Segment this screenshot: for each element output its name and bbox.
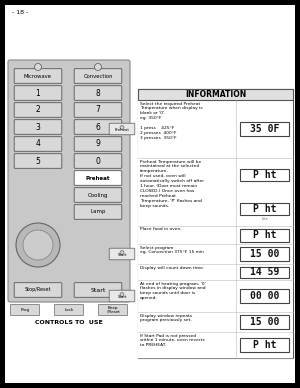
FancyBboxPatch shape <box>74 205 122 219</box>
Bar <box>240 203 289 215</box>
FancyBboxPatch shape <box>109 248 135 260</box>
Text: 6: 6 <box>96 123 100 132</box>
Bar <box>240 315 289 329</box>
FancyBboxPatch shape <box>74 188 122 202</box>
Bar <box>138 312 293 332</box>
Text: 4: 4 <box>36 140 40 149</box>
Text: Display will count down time.: Display will count down time. <box>140 265 204 270</box>
Text: At end of heating program, '0'
flashes in display window and
beep sounds until d: At end of heating program, '0' flashes i… <box>140 282 206 300</box>
Text: Beep
/Reset: Beep /Reset <box>106 306 119 314</box>
Text: 2: 2 <box>36 106 40 114</box>
Bar <box>240 289 289 303</box>
Text: 15 00: 15 00 <box>250 317 279 327</box>
Bar <box>138 332 293 358</box>
FancyBboxPatch shape <box>11 305 40 315</box>
Text: 9: 9 <box>96 140 100 149</box>
Bar <box>138 100 293 158</box>
Text: INFORMATION: INFORMATION <box>185 90 246 99</box>
Text: - 18 -: - 18 - <box>12 10 28 15</box>
Text: Cooling: Cooling <box>88 192 108 197</box>
Text: Display window repeats
program previously set.: Display window repeats program previousl… <box>140 314 192 322</box>
Bar <box>138 244 293 264</box>
Text: Start: Start <box>90 288 106 293</box>
FancyBboxPatch shape <box>74 120 122 134</box>
FancyBboxPatch shape <box>109 123 135 135</box>
FancyBboxPatch shape <box>14 154 62 168</box>
Text: P ht: P ht <box>253 170 276 180</box>
Text: P ht: P ht <box>253 340 276 350</box>
Bar <box>240 169 289 181</box>
Bar <box>138 89 293 358</box>
FancyBboxPatch shape <box>74 103 122 117</box>
Circle shape <box>94 64 101 71</box>
Bar <box>138 226 293 244</box>
FancyBboxPatch shape <box>74 171 122 185</box>
Circle shape <box>120 293 124 296</box>
Text: Preheat: Preheat <box>115 128 129 132</box>
Text: 15 00: 15 00 <box>250 249 279 259</box>
FancyBboxPatch shape <box>14 120 62 134</box>
Bar <box>138 89 293 100</box>
FancyBboxPatch shape <box>74 86 122 100</box>
Text: Prog: Prog <box>20 308 30 312</box>
Circle shape <box>120 251 124 255</box>
Text: 00 00: 00 00 <box>250 291 279 301</box>
Bar <box>240 338 289 352</box>
Text: Lock: Lock <box>64 308 74 312</box>
FancyBboxPatch shape <box>74 154 122 168</box>
Text: 5: 5 <box>36 156 40 166</box>
FancyBboxPatch shape <box>55 305 83 315</box>
Text: Preheat Temperature will be
maintained at the selected
temperature.
If not used,: Preheat Temperature will be maintained a… <box>140 159 204 208</box>
Circle shape <box>16 223 60 267</box>
Text: Lite: Lite <box>261 217 268 220</box>
Text: 1: 1 <box>36 88 40 97</box>
FancyBboxPatch shape <box>14 103 62 117</box>
Circle shape <box>34 64 41 71</box>
FancyBboxPatch shape <box>14 283 62 297</box>
Text: If Start Pad is not pressed
within 1 minute, oven reverts
to PREHEAT.: If Start Pad is not pressed within 1 min… <box>140 334 205 347</box>
Text: Microwave: Microwave <box>24 73 52 78</box>
Text: Preheat: Preheat <box>86 175 110 180</box>
Text: 8: 8 <box>96 88 100 97</box>
Text: CONTROLS TO  USE: CONTROLS TO USE <box>35 319 103 324</box>
Text: Select the required Preheat
Temperature when display is
blank or '0'.
eg. 350°F
: Select the required Preheat Temperature … <box>140 102 202 140</box>
Text: Select program
eg. Convection 375°F 15 min: Select program eg. Convection 375°F 15 m… <box>140 246 204 255</box>
Bar <box>240 267 289 277</box>
Text: 14 59: 14 59 <box>250 267 279 277</box>
Bar <box>138 280 293 312</box>
Bar <box>138 264 293 280</box>
FancyBboxPatch shape <box>14 137 62 151</box>
Circle shape <box>23 230 53 260</box>
Text: Start: Start <box>117 295 127 299</box>
Text: Lamp: Lamp <box>90 210 106 215</box>
Text: 7: 7 <box>96 106 100 114</box>
Bar <box>240 229 289 241</box>
Text: P ht: P ht <box>253 204 276 214</box>
Text: 0: 0 <box>96 156 100 166</box>
FancyBboxPatch shape <box>14 69 62 83</box>
FancyBboxPatch shape <box>98 305 128 315</box>
FancyBboxPatch shape <box>74 283 122 297</box>
Bar <box>240 122 289 136</box>
Text: Start: Start <box>117 253 127 257</box>
Text: Place food in oven.: Place food in oven. <box>140 227 181 232</box>
FancyBboxPatch shape <box>109 290 135 302</box>
FancyBboxPatch shape <box>8 60 130 302</box>
Bar <box>240 247 289 261</box>
Text: 3: 3 <box>36 123 40 132</box>
Text: 35 0F: 35 0F <box>250 124 279 134</box>
Text: Stop/Reset: Stop/Reset <box>25 288 51 293</box>
Text: P ht: P ht <box>253 230 276 240</box>
Bar <box>138 158 293 226</box>
Text: Convection: Convection <box>83 73 113 78</box>
FancyBboxPatch shape <box>74 69 122 83</box>
FancyBboxPatch shape <box>14 86 62 100</box>
FancyBboxPatch shape <box>74 137 122 151</box>
Circle shape <box>120 125 124 130</box>
